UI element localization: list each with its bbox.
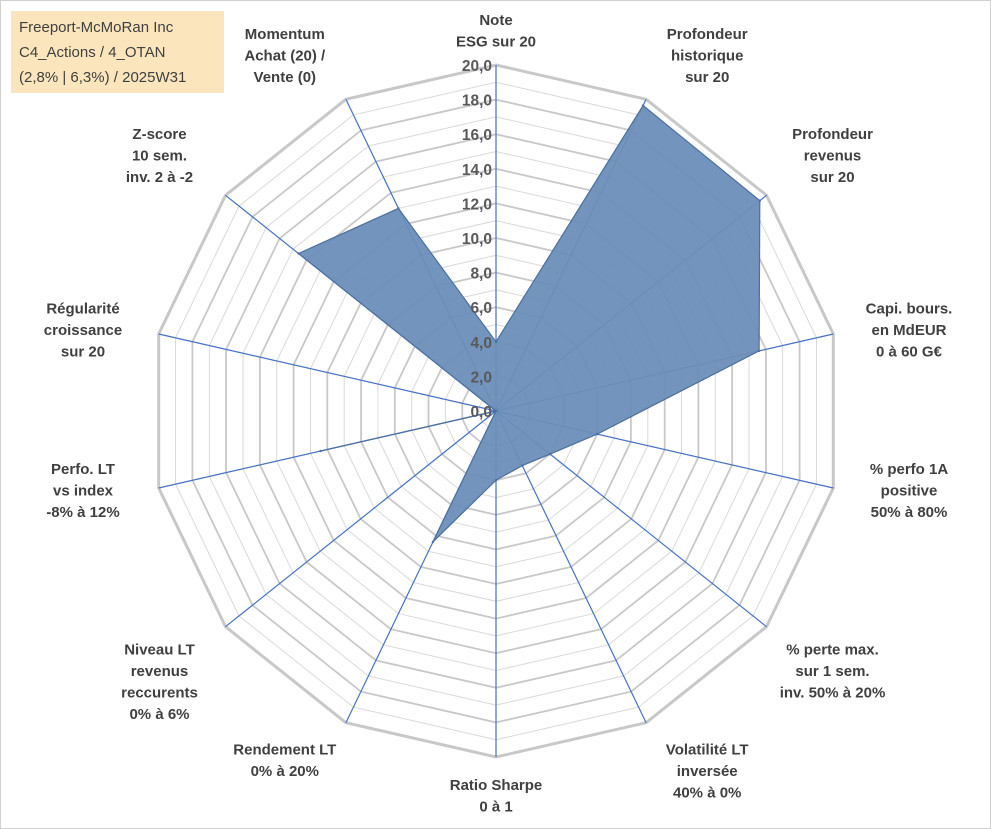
info-box: Freeport-McMoRan Inc C4_Actions / 4_OTAN… [11,11,224,93]
data-point [397,207,400,210]
axis-label: Profondeur revenus sur 20 [792,126,873,186]
data-point [431,540,435,544]
tick-label: 10,0 [462,231,492,248]
data-point [297,252,300,255]
data-point [758,199,761,202]
data-point [596,432,599,436]
radar-axis-labels: Note ESG sur 20 Profondeur historique sur 20… [44,12,953,816]
axis-label-line: Z-score [132,126,186,143]
axis-label: Profondeur historique sur 20 [667,26,748,86]
axis-label: Momentum Achat (20) / Vente (0) [244,26,326,86]
axis-label-line: 0% à 20% [251,763,319,780]
data-point [757,349,761,353]
axis-label-line: 40% à 0% [673,784,741,801]
axis-label-line: croissance [44,322,122,339]
radar-series [297,104,761,544]
axis-label-line: % perte max. [786,642,879,659]
tick-label: 0,0 [470,404,492,421]
axis-label-line: Profondeur [792,126,873,143]
axis-label: Note ESG sur 20 [456,12,536,51]
axis-label-line: sur 20 [810,169,854,186]
axis-label-line: inv. 50% à 20% [780,685,886,702]
axis-label-line: Régularité [46,301,119,318]
axis-label-line: Note [479,12,512,29]
axis-label-line: vs index [53,482,114,499]
tick-label: 8,0 [470,266,492,283]
tick-label: 18,0 [462,93,492,110]
axis-label-line: en MdEUR [872,322,947,339]
data-point [521,464,524,467]
axis-label-line: inv. 2 à -2 [126,169,193,186]
axis-label: Niveau LT revenus reccurents 0% à 6% [121,642,198,724]
axis-label: Régularité croissance sur 20 [44,301,122,361]
tick-label: 2,0 [470,369,492,386]
axis-label-line: Achat (20) / [244,48,326,65]
info-period: (2,8% | 6,3%) / 2025W31 [19,69,187,86]
axis-label-line: Rendement LT [233,741,336,758]
radar-tick-labels: 0,0 2,0 4,0 6,0 8,0 10,0 12,0 14,0 16,0 18,0 20,0 [462,58,492,421]
axis-label-line: historique [671,48,744,65]
axis-label-line: 50% à 80% [871,504,948,521]
series-area [297,104,761,543]
axis-label-line: % perfo 1A [870,461,949,478]
axis-label-line: Momentum [245,26,325,43]
data-point [641,104,645,107]
axis-spoke [225,410,497,628]
tick-label: 16,0 [462,127,492,144]
tick-label: 6,0 [470,300,492,317]
axis-label-line: ESG sur 20 [456,34,536,51]
info-company: Freeport-McMoRan Inc [19,19,174,36]
axis-label-line: 0% à 6% [129,706,189,723]
data-point [319,449,322,453]
data-point [494,409,498,413]
axis-label-line: Ratio Sharpe [450,777,543,794]
axis-label-line: sur 1 sem. [795,663,869,680]
tick-label: 20,0 [462,58,492,75]
axis-label-line: revenus [131,663,189,680]
axis-label: Rendement LT 0% à 20% [233,741,336,780]
axis-label-line: inversée [677,763,738,780]
axis-label: Z-score 10 sem. inv. 2 à -2 [126,126,193,186]
axis-label-line: 0 à 60 G€ [876,344,943,361]
tick-label: 12,0 [462,196,492,213]
axis-spoke [158,333,497,412]
axis-label-line: Capi. bours. [866,301,953,318]
axis-label-line: 10 sem. [132,148,187,165]
axis-label-line: positive [881,482,938,499]
axis-label-line: revenus [804,148,862,165]
info-category: C4_Actions / 4_OTAN [19,44,166,61]
axis-label-line: Niveau LT [124,642,195,659]
axis-label: Perfo. LT vs index -8% à 12% [46,461,119,521]
axis-label-line: -8% à 12% [46,504,119,521]
axis-label: Capi. bours. en MdEUR 0 à 60 G€ [866,301,953,361]
axis-label-line: sur 20 [685,69,729,86]
axis-label-line: Profondeur [667,26,748,43]
data-point [494,479,498,482]
axis-label-line: 0 à 1 [479,799,512,816]
axis-label-line: Vente (0) [254,69,317,86]
axis-label-line: Volatilité LT [666,741,749,758]
axis-label-line: reccurents [121,685,198,702]
tick-label: 4,0 [470,335,492,352]
data-point [494,340,498,343]
axis-label-line: Perfo. LT [51,461,115,478]
axis-label: Ratio Sharpe 0 à 1 [450,777,543,816]
axis-label-line: sur 20 [61,344,105,361]
tick-label: 14,0 [462,162,492,179]
axis-label: % perte max. sur 1 sem. inv. 50% à 20% [780,642,886,702]
data-point [548,452,552,456]
axis-label: % perfo 1A positive 50% à 80% [870,461,949,521]
axis-label: Volatilité LT inversée 40% à 0% [666,741,749,801]
